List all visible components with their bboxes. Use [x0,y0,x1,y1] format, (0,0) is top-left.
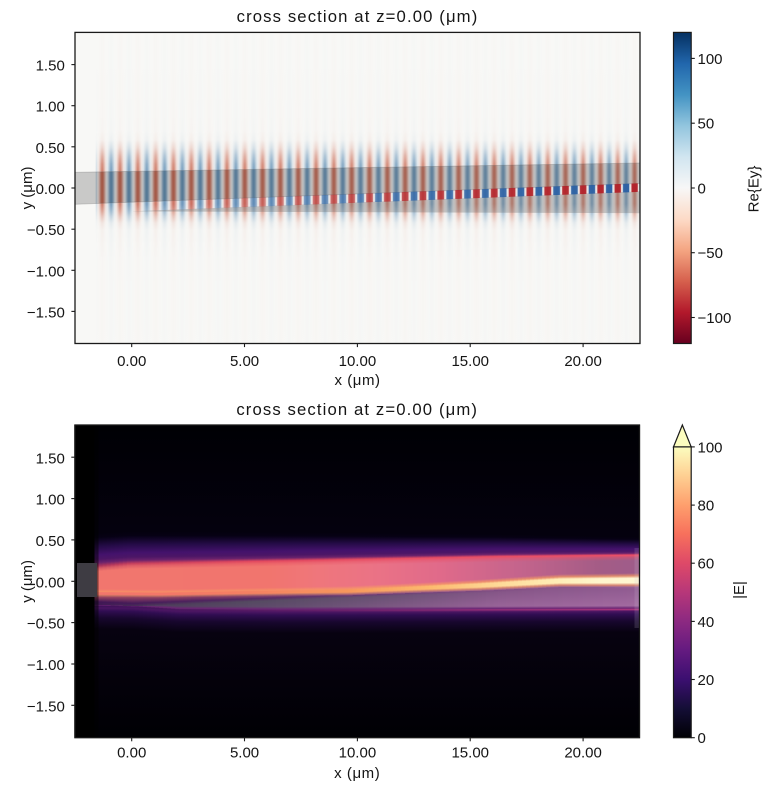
svg-text:0.50: 0.50 [36,533,65,550]
svg-text:1.50: 1.50 [36,450,65,467]
svg-text:cross section at z=0.00 (μm): cross section at z=0.00 (μm) [236,400,478,419]
svg-text:20: 20 [698,672,715,689]
svg-text:cross section at z=0.00 (μm): cross section at z=0.00 (μm) [237,7,479,26]
svg-text:y (μm): y (μm) [19,167,36,210]
svg-text:100: 100 [698,439,723,456]
svg-text:10.00: 10.00 [339,353,377,370]
svg-text:1.00: 1.00 [36,99,65,116]
svg-text:−1.00: −1.00 [27,657,65,674]
svg-text:−1.00: −1.00 [27,263,65,280]
svg-text:−100: −100 [698,310,732,327]
svg-text:60: 60 [698,556,715,573]
svg-text:−0.50: −0.50 [27,222,65,239]
svg-text:20.00: 20.00 [564,745,602,762]
svg-text:0: 0 [698,730,706,747]
svg-text:15.00: 15.00 [451,353,489,370]
svg-text:5.00: 5.00 [230,353,259,370]
svg-text:−1.50: −1.50 [27,698,65,715]
svg-text:0.00: 0.00 [36,181,65,198]
svg-text:5.00: 5.00 [230,745,259,762]
svg-text:−0.50: −0.50 [27,616,65,633]
svg-text:x (μm): x (μm) [334,372,380,389]
svg-text:0: 0 [698,180,706,197]
svg-text:0.50: 0.50 [36,140,65,157]
svg-text:x (μm): x (μm) [334,765,380,782]
svg-text:−1.50: −1.50 [27,304,65,321]
svg-text:100: 100 [698,51,723,68]
svg-text:15.00: 15.00 [451,745,489,762]
svg-text:Re{Ey}: Re{Ey} [746,166,763,213]
svg-text:80: 80 [698,498,715,515]
svg-text:|E|: |E| [731,581,748,599]
svg-text:50: 50 [698,116,715,133]
svg-text:1.50: 1.50 [36,58,65,75]
svg-text:1.00: 1.00 [36,492,65,509]
svg-text:0.00: 0.00 [36,574,65,591]
svg-text:0.00: 0.00 [117,745,146,762]
svg-text:10.00: 10.00 [339,745,377,762]
svg-text:y (μm): y (μm) [19,560,36,603]
svg-text:−50: −50 [698,245,723,262]
svg-text:0.00: 0.00 [117,353,146,370]
svg-text:40: 40 [698,614,715,631]
svg-text:20.00: 20.00 [564,353,602,370]
